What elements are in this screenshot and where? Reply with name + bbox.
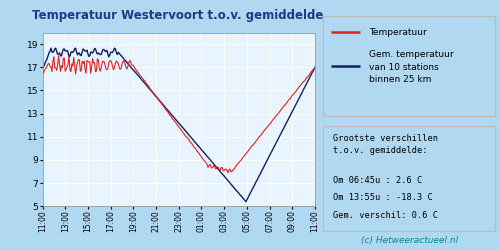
Text: Gem. temperatuur
van 10 stations
binnen 25 km: Gem. temperatuur van 10 stations binnen … (369, 50, 454, 84)
Text: Gem. verschil: 0.6 C: Gem. verschil: 0.6 C (333, 211, 438, 220)
Text: Temperatuur Westervoort t.o.v. gemiddelde: Temperatuur Westervoort t.o.v. gemiddeld… (32, 9, 323, 22)
Text: Om 06:45u : 2.6 C: Om 06:45u : 2.6 C (333, 176, 422, 184)
Text: Temperatuur: Temperatuur (369, 28, 427, 37)
Text: Grootste verschillen
t.o.v. gemiddelde:: Grootste verschillen t.o.v. gemiddelde: (333, 134, 438, 155)
Text: (c) Hetweeractueel.nl: (c) Hetweeractueel.nl (362, 236, 458, 246)
Text: Om 13:55u : -18.3 C: Om 13:55u : -18.3 C (333, 194, 432, 202)
